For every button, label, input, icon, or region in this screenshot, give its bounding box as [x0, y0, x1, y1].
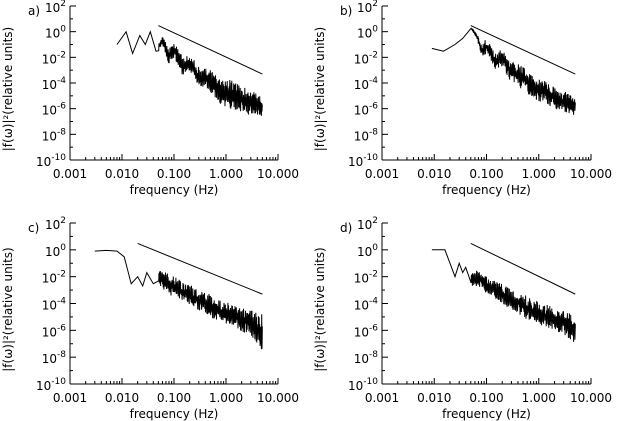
y-tick-label: 10-10 [348, 153, 378, 169]
spectrum-panel-c: 0.001 0.010 0.100 1.000 10.000 102 100 10-2 10-4… [1, 216, 299, 421]
x-axis-label: frequency (Hz) [130, 183, 219, 197]
x-tick-label: 10.000 [570, 167, 612, 181]
spectrum-panel-a: 0.001 0.010 0.100 1.000 10.000 102 100 10-2 10-4… [1, 0, 299, 197]
y-tick-label: 10-4 [42, 297, 67, 313]
power-spectrum-line [116, 30, 263, 116]
power-law-reference-line [158, 25, 263, 75]
y-tick-label: 10-2 [354, 270, 378, 286]
y-tick-label: 10-8 [354, 350, 379, 366]
y-tick-label: 10-6 [354, 102, 379, 118]
y-tick-label: 102 [357, 0, 378, 15]
x-tick-label: 0.100 [469, 167, 503, 181]
x-axis-label: frequency (Hz) [442, 183, 531, 197]
power-spectrum-line [431, 249, 576, 342]
x-tick-label: 1.000 [522, 167, 556, 181]
x-tick-label: 0.010 [417, 167, 451, 181]
y-tick-label: 100 [45, 243, 66, 259]
spectrum-panel-b: 0.001 0.010 0.100 1.000 10.000 102 100 10-2 10-4… [313, 0, 612, 197]
x-tick-label: 10.000 [257, 167, 299, 181]
y-tick-label: 100 [45, 25, 66, 41]
power-spectrum-line [94, 249, 263, 350]
panel-label: c) [28, 221, 39, 235]
panel-label: b) [340, 4, 352, 18]
power-law-reference-line [470, 242, 576, 295]
x-axis-label: frequency (Hz) [130, 407, 219, 421]
x-tick-label: 0.001 [53, 167, 87, 181]
y-axis-label: |f(ω)|²(relative units) [313, 27, 327, 151]
x-tick-label: 10.000 [570, 391, 612, 405]
y-tick-label: 10-6 [42, 102, 67, 118]
y-tick-label: 100 [357, 243, 378, 259]
y-tick-label: 100 [357, 25, 378, 41]
y-tick-label: 10-10 [348, 377, 378, 393]
x-tick-label: 1.000 [522, 391, 556, 405]
y-tick-label: 10-8 [42, 350, 67, 366]
x-tick-label: 0.001 [365, 391, 399, 405]
power-spectrum-line [431, 27, 576, 115]
y-tick-label: 10-6 [354, 323, 379, 339]
y-axis-label: |f(ω)|²(relative units) [1, 247, 15, 371]
x-tick-label: 0.100 [157, 391, 191, 405]
y-tick-label: 10-2 [42, 50, 66, 66]
x-tick-label: 1.000 [209, 167, 243, 181]
power-law-reference-line [470, 25, 576, 75]
x-tick-label: 0.010 [105, 391, 139, 405]
x-tick-label: 0.100 [469, 391, 503, 405]
x-tick-label: 0.001 [53, 391, 87, 405]
y-tick-label: 10-2 [354, 50, 378, 66]
x-tick-label: 0.010 [105, 167, 139, 181]
x-tick-label: 10.000 [257, 391, 299, 405]
x-tick-label: 0.001 [365, 167, 399, 181]
y-tick-label: 102 [357, 216, 378, 232]
y-tick-label: 10-4 [42, 76, 67, 92]
y-tick-label: 10-4 [354, 76, 379, 92]
y-tick-label: 10-8 [42, 127, 67, 143]
y-tick-label: 10-10 [36, 153, 66, 169]
y-axis-label: |f(ω)|²(relative units) [1, 27, 15, 151]
power-law-reference-line [137, 242, 263, 295]
y-tick-label: 102 [45, 0, 66, 15]
x-tick-label: 0.100 [157, 167, 191, 181]
panel-label: a) [28, 4, 40, 18]
y-tick-label: 10-6 [42, 323, 67, 339]
panel-label: d) [340, 221, 352, 235]
y-tick-label: 10-2 [42, 270, 66, 286]
y-tick-label: 10-4 [354, 297, 379, 313]
y-axis-label: |f(ω)|²(relative units) [313, 247, 327, 371]
y-tick-label: 10-8 [354, 127, 379, 143]
x-axis-label: frequency (Hz) [442, 407, 531, 421]
spectrum-panel-d: 0.001 0.010 0.100 1.000 10.000 102 100 10-2 10-4… [313, 216, 612, 421]
y-tick-label: 10-10 [36, 377, 66, 393]
x-tick-label: 1.000 [209, 391, 243, 405]
y-tick-label: 102 [45, 216, 66, 232]
x-tick-label: 0.010 [417, 391, 451, 405]
